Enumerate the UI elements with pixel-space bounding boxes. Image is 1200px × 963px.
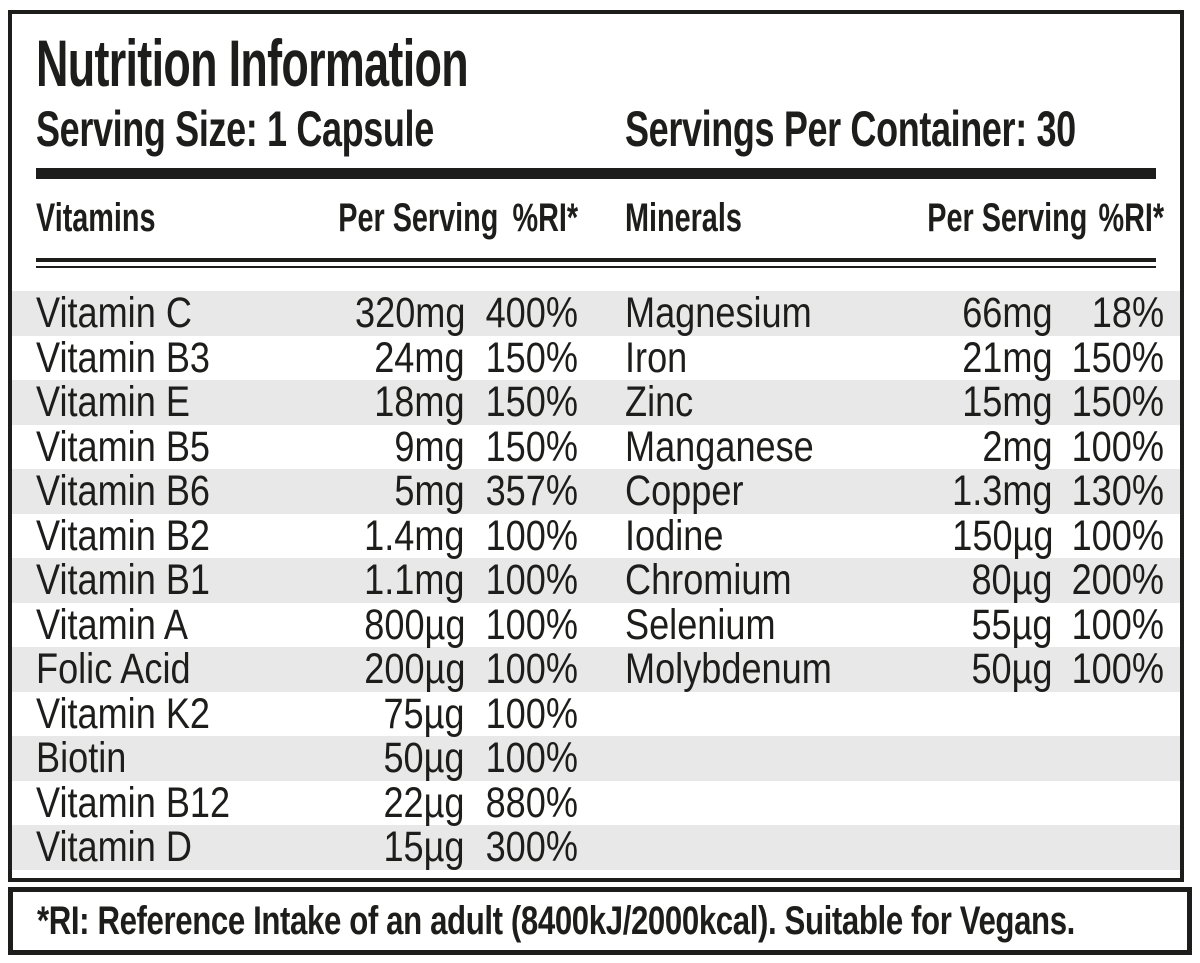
vitamin-ri-cell: 150% (485, 378, 578, 427)
vitamin-ri-cell: 400% (485, 289, 578, 338)
mineral-name-cell: Iron (625, 333, 688, 382)
mineral-amount-cell: 2mg (982, 422, 1053, 471)
table-row: Biotin 50µg 100% (12, 736, 1180, 781)
vitamin-name-cell: Vitamin K2 (36, 689, 211, 738)
table-row: Vitamin E 18mg 150% Zinc 15mg 150% (12, 380, 1180, 425)
minerals-column-header: Minerals (625, 196, 742, 240)
vitamin-ri-cell: 100% (485, 734, 578, 783)
mineral-amount-cell: 55µg (971, 600, 1053, 649)
mineral-ri-cell: 100% (1071, 422, 1164, 471)
vitamin-amount-cell: 15µg (383, 823, 465, 872)
table-row: Vitamin D 15µg 300% (12, 825, 1180, 870)
mineral-ri-cell: 18% (1091, 289, 1164, 338)
mineral-ri-cell: 130% (1071, 467, 1164, 516)
vitamin-name-cell: Vitamin B2 (36, 511, 211, 560)
table-row: Vitamin B1 1.1mg 100% Chromium 80µg 200% (12, 558, 1180, 603)
vitamin-name-cell: Biotin (36, 734, 127, 783)
mineral-name-cell: Iodine (625, 511, 724, 560)
table-row: Vitamin B12 22µg 880% (12, 781, 1180, 826)
vitamin-amount-cell: 800µg (363, 600, 465, 649)
vitamin-name-cell: Vitamin B3 (36, 333, 211, 382)
table-row: Vitamin B2 1.4mg 100% Iodine 150µg 100% (12, 514, 1180, 559)
mineral-amount-cell: 1.3mg (952, 467, 1053, 516)
vitamin-ri-cell: 150% (485, 333, 578, 382)
mineral-name-cell: Manganese (625, 422, 814, 471)
mineral-amount-cell: 21mg (962, 333, 1053, 382)
nutrition-label-panel: Nutrition Information Serving Size: 1 Ca… (8, 10, 1184, 882)
vitamin-name-cell: Vitamin B1 (36, 556, 211, 605)
vitamin-amount-cell: 1.1mg (364, 556, 465, 605)
vitamin-ri-cell: 100% (485, 600, 578, 649)
vitamin-amount-cell: 24mg (374, 333, 465, 382)
vitamins-per-serving-header: Per Serving (338, 196, 499, 240)
mineral-name-cell: Copper (625, 467, 744, 516)
mineral-amount-cell: 50µg (971, 645, 1053, 694)
mineral-name-cell: Selenium (625, 600, 776, 649)
mineral-name-cell: Molybdenum (625, 645, 832, 694)
vitamin-name-cell: Vitamin B5 (36, 422, 211, 471)
minerals-per-serving-header: Per Serving (927, 196, 1088, 240)
footnote: *RI: Reference Intake of an adult (8400k… (37, 899, 1075, 943)
table-row: Vitamin K2 75µg 100% (12, 692, 1180, 737)
vitamin-amount-cell: 22µg (383, 778, 465, 827)
vitamin-name-cell: Folic Acid (36, 645, 191, 694)
page-title: Nutrition Information (36, 28, 1156, 98)
vitamin-amount-cell: 50µg (383, 734, 465, 783)
vitamin-ri-cell: 300% (485, 823, 578, 872)
vitamin-amount-cell: 18mg (374, 378, 465, 427)
vitamins-column-header: Vitamins (36, 196, 156, 240)
servings-per-container: Servings Per Container: 30 (625, 101, 1076, 157)
table-row: Folic Acid 200µg 100% Molybdenum 50µg 100% (12, 647, 1180, 692)
vitamin-ri-cell: 357% (485, 467, 578, 516)
mineral-amount-cell: 150µg (951, 511, 1053, 560)
vitamin-amount-cell: 320mg (354, 289, 465, 338)
vitamin-ri-cell: 100% (485, 689, 578, 738)
nutrition-rows: Vitamin C 320mg 400% Magnesium 66mg 18% Vitami… (12, 291, 1180, 870)
vitamin-amount-cell: 1.4mg (364, 511, 465, 560)
footnote-panel: *RI: Reference Intake of an adult (8400k… (8, 887, 1192, 955)
vitamin-amount-cell: 75µg (383, 689, 465, 738)
mineral-name-cell: Zinc (625, 378, 694, 427)
serving-info-row: Serving Size: 1 Capsule Servings Per Con… (36, 104, 1156, 154)
mineral-ri-cell: 200% (1071, 556, 1164, 605)
vitamin-name-cell: Vitamin B6 (36, 467, 211, 516)
table-row: Vitamin A 800µg 100% Selenium 55µg 100% (12, 603, 1180, 648)
mineral-amount-cell: 66mg (962, 289, 1053, 338)
vitamin-ri-cell: 880% (485, 778, 578, 827)
vitamin-name-cell: Vitamin B12 (36, 778, 231, 827)
mineral-ri-cell: 150% (1071, 333, 1164, 382)
vitamin-name-cell: Vitamin D (36, 823, 192, 872)
mineral-ri-cell: 100% (1071, 600, 1164, 649)
vitamin-amount-cell: 9mg (394, 422, 465, 471)
table-row: Vitamin C 320mg 400% Magnesium 66mg 18% (12, 291, 1180, 336)
double-divider-line (36, 258, 1156, 268)
vitamin-ri-cell: 100% (485, 511, 578, 560)
vitamin-name-cell: Vitamin A (36, 600, 188, 649)
vitamin-name-cell: Vitamin E (36, 378, 190, 427)
mineral-name-cell: Magnesium (625, 289, 812, 338)
mineral-amount-cell: 15mg (962, 378, 1053, 427)
vitamin-amount-cell: 200µg (363, 645, 465, 694)
mineral-amount-cell: 80µg (971, 556, 1053, 605)
vitamin-name-cell: Vitamin C (36, 289, 192, 338)
mineral-ri-cell: 100% (1071, 511, 1164, 560)
table-header-row: Vitamins Per Serving %RI* Minerals Per S… (36, 179, 1164, 258)
vitamin-amount-cell: 5mg (394, 467, 465, 516)
table-row: Vitamin B5 9mg 150% Manganese 2mg 100% (12, 425, 1180, 470)
vitamins-ri-header: %RI* (512, 196, 578, 240)
minerals-ri-header: %RI* (1098, 196, 1164, 240)
table-row: Vitamin B3 24mg 150% Iron 21mg 150% (12, 336, 1180, 381)
mineral-name-cell: Chromium (625, 556, 792, 605)
vitamin-ri-cell: 150% (485, 422, 578, 471)
vitamin-ri-cell: 100% (485, 645, 578, 694)
thick-divider-bar (36, 168, 1156, 179)
table-row: Vitamin B6 5mg 357% Copper 1.3mg 130% (12, 469, 1180, 514)
page-title-text: Nutrition Information (36, 26, 469, 100)
serving-size: Serving Size: 1 Capsule (36, 101, 434, 157)
mineral-ri-cell: 100% (1071, 645, 1164, 694)
mineral-ri-cell: 150% (1071, 378, 1164, 427)
vitamin-ri-cell: 100% (485, 556, 578, 605)
